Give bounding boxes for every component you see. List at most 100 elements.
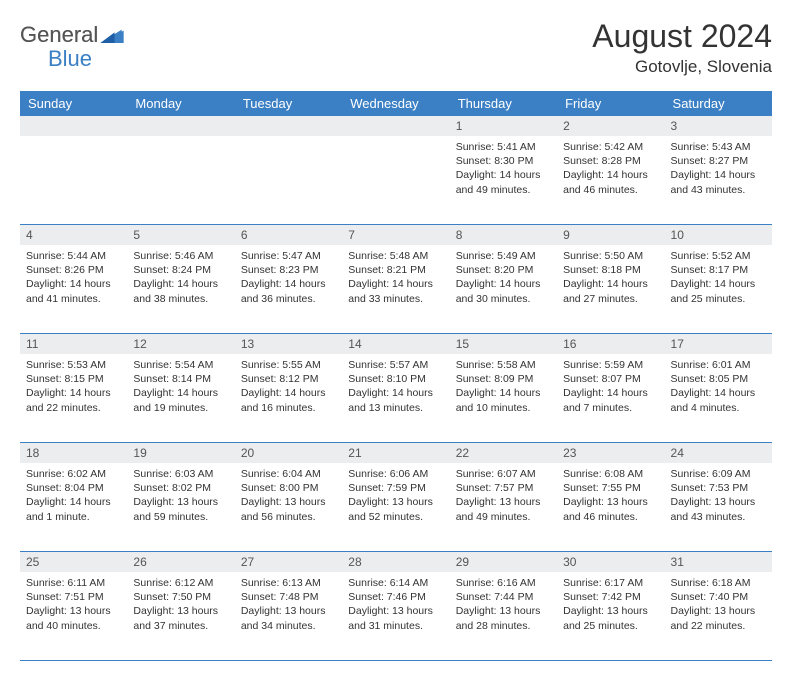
sunrise-text: Sunrise: 6:08 AM [563, 467, 658, 481]
sunrise-text: Sunrise: 5:44 AM [26, 249, 121, 263]
day1-text: Daylight: 14 hours [26, 495, 121, 509]
day1-text: Daylight: 13 hours [133, 604, 228, 618]
day2-text: and 43 minutes. [671, 510, 766, 524]
header-row: General General Blue [20, 18, 772, 77]
sunrise-text: Sunrise: 6:18 AM [671, 576, 766, 590]
day-number: 22 [450, 443, 557, 463]
sunset-text: Sunset: 8:26 PM [26, 263, 121, 277]
sunrise-text: Sunrise: 5:54 AM [133, 358, 228, 372]
sunrise-text: Sunrise: 6:13 AM [241, 576, 336, 590]
day-cell: Sunrise: 5:52 AMSunset: 8:17 PMDaylight:… [665, 245, 772, 333]
day-cell: Sunrise: 6:16 AMSunset: 7:44 PMDaylight:… [450, 572, 557, 660]
sunrise-text: Sunrise: 6:01 AM [671, 358, 766, 372]
logo-text-blue: Blue [48, 46, 92, 72]
sunrise-text: Sunrise: 5:50 AM [563, 249, 658, 263]
sunset-text: Sunset: 8:21 PM [348, 263, 443, 277]
dow-thursday: Thursday [450, 91, 557, 116]
day-cell: Sunrise: 5:48 AMSunset: 8:21 PMDaylight:… [342, 245, 449, 333]
day-number: 3 [665, 116, 772, 136]
sunset-text: Sunset: 8:04 PM [26, 481, 121, 495]
sunset-text: Sunset: 8:10 PM [348, 372, 443, 386]
dow-monday: Monday [127, 91, 234, 116]
day-cell: Sunrise: 6:18 AMSunset: 7:40 PMDaylight:… [665, 572, 772, 660]
brand-logo-stack: General Blue [20, 22, 122, 72]
day1-text: Daylight: 13 hours [563, 604, 658, 618]
sunset-text: Sunset: 8:15 PM [26, 372, 121, 386]
sunrise-text: Sunrise: 6:12 AM [133, 576, 228, 590]
day-number: 14 [342, 334, 449, 354]
day-cell: Sunrise: 6:09 AMSunset: 7:53 PMDaylight:… [665, 463, 772, 551]
dow-sunday: Sunday [20, 91, 127, 116]
day-cell: Sunrise: 5:46 AMSunset: 8:24 PMDaylight:… [127, 245, 234, 333]
day-number: 17 [665, 334, 772, 354]
month-title: August 2024 [592, 18, 772, 55]
day-cell: Sunrise: 5:55 AMSunset: 8:12 PMDaylight:… [235, 354, 342, 442]
dow-friday: Friday [557, 91, 664, 116]
day-cell: Sunrise: 6:11 AMSunset: 7:51 PMDaylight:… [20, 572, 127, 660]
day1-text: Daylight: 14 hours [563, 386, 658, 400]
sunset-text: Sunset: 8:18 PM [563, 263, 658, 277]
day1-text: Daylight: 13 hours [456, 604, 551, 618]
day1-text: Daylight: 14 hours [26, 386, 121, 400]
day2-text: and 16 minutes. [241, 401, 336, 415]
day-number: 6 [235, 225, 342, 245]
day-number: 24 [665, 443, 772, 463]
day-cell: Sunrise: 5:57 AMSunset: 8:10 PMDaylight:… [342, 354, 449, 442]
sunset-text: Sunset: 8:20 PM [456, 263, 551, 277]
sunrise-text: Sunrise: 5:49 AM [456, 249, 551, 263]
sunset-text: Sunset: 7:46 PM [348, 590, 443, 604]
day-cell: Sunrise: 6:12 AMSunset: 7:50 PMDaylight:… [127, 572, 234, 660]
day-number [20, 116, 127, 136]
sunset-text: Sunset: 8:00 PM [241, 481, 336, 495]
sunrise-text: Sunrise: 5:42 AM [563, 140, 658, 154]
sunset-text: Sunset: 8:23 PM [241, 263, 336, 277]
sunset-text: Sunset: 7:51 PM [26, 590, 121, 604]
sunset-text: Sunset: 7:53 PM [671, 481, 766, 495]
day2-text: and 30 minutes. [456, 292, 551, 306]
day2-text: and 56 minutes. [241, 510, 336, 524]
week-row: Sunrise: 5:41 AMSunset: 8:30 PMDaylight:… [20, 136, 772, 225]
day-number: 12 [127, 334, 234, 354]
day-cell: Sunrise: 6:14 AMSunset: 7:46 PMDaylight:… [342, 572, 449, 660]
day1-text: Daylight: 13 hours [133, 495, 228, 509]
week-row: Sunrise: 6:02 AMSunset: 8:04 PMDaylight:… [20, 463, 772, 552]
sunrise-text: Sunrise: 5:59 AM [563, 358, 658, 372]
day-number: 29 [450, 552, 557, 572]
sunset-text: Sunset: 8:09 PM [456, 372, 551, 386]
day-cell: Sunrise: 5:44 AMSunset: 8:26 PMDaylight:… [20, 245, 127, 333]
sunrise-text: Sunrise: 5:47 AM [241, 249, 336, 263]
sunrise-text: Sunrise: 6:06 AM [348, 467, 443, 481]
day2-text: and 38 minutes. [133, 292, 228, 306]
day2-text: and 22 minutes. [26, 401, 121, 415]
day1-text: Daylight: 14 hours [671, 168, 766, 182]
sunrise-text: Sunrise: 6:16 AM [456, 576, 551, 590]
title-block: August 2024 Gotovlje, Slovenia [592, 18, 772, 77]
sunrise-text: Sunrise: 6:04 AM [241, 467, 336, 481]
day2-text: and 40 minutes. [26, 619, 121, 633]
sunrise-text: Sunrise: 5:58 AM [456, 358, 551, 372]
sunset-text: Sunset: 8:14 PM [133, 372, 228, 386]
calendar-page: General General Blue [0, 0, 792, 679]
day-number: 8 [450, 225, 557, 245]
day-number [342, 116, 449, 136]
day1-text: Daylight: 13 hours [671, 604, 766, 618]
day-cell: Sunrise: 5:59 AMSunset: 8:07 PMDaylight:… [557, 354, 664, 442]
day-cell: Sunrise: 5:50 AMSunset: 8:18 PMDaylight:… [557, 245, 664, 333]
day-number: 15 [450, 334, 557, 354]
day2-text: and 1 minute. [26, 510, 121, 524]
day2-text: and 19 minutes. [133, 401, 228, 415]
day-number: 1 [450, 116, 557, 136]
day1-text: Daylight: 13 hours [671, 495, 766, 509]
day1-text: Daylight: 14 hours [456, 168, 551, 182]
day2-text: and 25 minutes. [671, 292, 766, 306]
sunrise-text: Sunrise: 5:55 AM [241, 358, 336, 372]
day2-text: and 52 minutes. [348, 510, 443, 524]
sunrise-text: Sunrise: 6:11 AM [26, 576, 121, 590]
sunrise-text: Sunrise: 6:14 AM [348, 576, 443, 590]
day-number: 11 [20, 334, 127, 354]
daynum-row: 123 [20, 116, 772, 136]
day-cell: Sunrise: 6:03 AMSunset: 8:02 PMDaylight:… [127, 463, 234, 551]
day1-text: Daylight: 14 hours [563, 168, 658, 182]
day2-text: and 59 minutes. [133, 510, 228, 524]
sunset-text: Sunset: 8:24 PM [133, 263, 228, 277]
